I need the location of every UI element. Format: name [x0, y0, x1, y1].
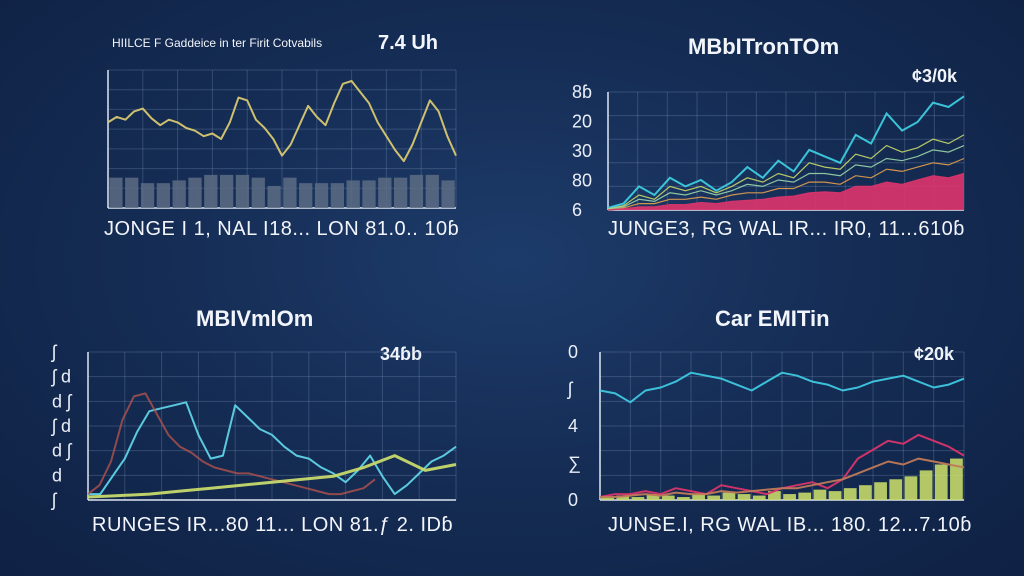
chart-3-y-tick-label: d ʃ — [52, 391, 73, 411]
chart-1-bar — [409, 174, 424, 208]
chart-4-bar — [752, 495, 766, 500]
chart-4-bar — [904, 476, 918, 500]
chart-1-caption: JONGE I 1, NAL I18... LON 81.0.. 10ɓ — [104, 218, 460, 240]
chart-1-bar — [172, 180, 186, 208]
chart-4-bar — [798, 492, 812, 500]
chart-3-y-tick-label: ʃ d — [50, 367, 71, 387]
chart-2-series-line — [607, 134, 965, 210]
chart-2-series-line — [607, 95, 965, 209]
chart-4-y-tick-label: ∑ — [568, 453, 581, 473]
chart-4-bar — [934, 464, 948, 500]
chart-1-bar — [283, 177, 297, 208]
chart-2-y-tick-label: 8ɓ — [572, 82, 592, 102]
chart-1-bar — [156, 183, 171, 208]
chart-4-y-tick-label: 4 — [568, 416, 578, 436]
chart-2-series-line — [607, 172, 965, 211]
chart-4-bar — [919, 470, 933, 500]
chart-4-bar — [661, 495, 675, 500]
chart-4-title: Car EMITin — [715, 306, 830, 331]
chart-2-y-tick-label: 80 — [572, 171, 592, 191]
chart-1-bar — [362, 180, 376, 208]
chart-3-y-tick-label: ʃ — [50, 342, 58, 362]
chart-3-series-line — [88, 401, 457, 496]
chart-2-y-tick-label: 20 — [572, 112, 592, 132]
chart-4-bar — [646, 494, 660, 500]
chart-4-bar — [737, 494, 751, 500]
chart-1-bar — [251, 177, 265, 208]
chart-4-bar — [813, 489, 827, 500]
chart-4-series-line — [599, 371, 965, 404]
chart-4-bar — [859, 485, 872, 500]
chart-4-bar — [677, 497, 690, 500]
chart-4-y-tick-label: 0 — [568, 490, 578, 510]
chart-1-bar — [346, 180, 360, 208]
chart-1-bar — [441, 180, 455, 208]
chart-4-y-tick-label: ʃ — [566, 379, 574, 399]
chart-1-bar — [267, 185, 281, 208]
chart-4-bar — [692, 494, 705, 500]
chart-3-caption: RUNGES IR...80 11... LON 81.ƒ 2. IDɓ — [92, 514, 454, 536]
chart-4-bar — [783, 494, 796, 500]
chart-4-bar — [843, 488, 857, 500]
chart-1-bar — [109, 177, 123, 208]
chart-4-bar — [828, 491, 842, 500]
chart-2-caption: JUNGE3, RG WAL IR... IR0, 11...610ɓ — [608, 218, 965, 240]
chart-4-bar — [616, 495, 630, 500]
chart-2-value-label: ¢3/0k — [912, 66, 958, 86]
chart-4-y-tick-label: 0 — [568, 342, 578, 362]
chart-1-value-label: 7.4 Uh — [378, 32, 439, 54]
chart-3-y-tick-label: d — [52, 465, 62, 485]
chart-1-bar — [140, 183, 155, 208]
chart-3-series-line — [87, 392, 376, 496]
chart-1-bar — [125, 177, 139, 208]
chart-3-y-tick-label: d ʃ — [52, 441, 73, 461]
chart-1-bar — [425, 174, 439, 208]
chart-4-bar — [874, 482, 887, 500]
chart-4-value-label: ¢20k — [914, 344, 955, 364]
chart-1-bar — [204, 174, 218, 208]
chart-2-y-tick-label: 6 — [572, 200, 582, 220]
chart-4-bar — [950, 458, 963, 500]
chart-2-y-tick-label: 30 — [572, 141, 592, 161]
chart-3-y-tick-label: ʃ — [50, 490, 58, 510]
chart-1-series-line — [107, 80, 457, 163]
chart-4-bar — [722, 492, 736, 500]
chart-4-bar — [768, 491, 781, 500]
chart-4-series-line — [600, 457, 965, 498]
chart-4-bar — [601, 497, 614, 500]
chart-1-bar — [378, 177, 392, 208]
chart-1-bar — [299, 183, 313, 208]
chart-3-value-label: 34ɓb — [380, 344, 423, 364]
chart-1-bar — [393, 177, 408, 208]
chart-4-bar — [631, 497, 645, 500]
chart-2-area-fill — [608, 173, 964, 210]
chart-4-bar — [889, 479, 903, 500]
chart-3-y-tick-label: ʃ d — [50, 416, 71, 436]
chart-3-title: MBIVmlOm — [196, 306, 314, 331]
chart-1-title: HIILCE F Gaddeice in ter Firit Cotvabils — [112, 36, 323, 50]
chart-1-bar — [235, 174, 250, 208]
chart-2-series-line — [607, 157, 965, 211]
chart-1-bar — [188, 177, 202, 208]
chart-2-series-line — [607, 145, 965, 210]
chart-2-title: MBbITronTOm — [688, 34, 840, 59]
chart-3-series-line — [87, 454, 457, 499]
chart-1-bar — [219, 174, 234, 208]
chart-1-bar — [314, 183, 329, 208]
chart-4-bar — [707, 495, 721, 500]
chart-4-caption: JUNSE.I, RG WAL IB... 180. 12...7.10ɓ — [608, 514, 972, 536]
chart-1-bar — [330, 183, 345, 208]
